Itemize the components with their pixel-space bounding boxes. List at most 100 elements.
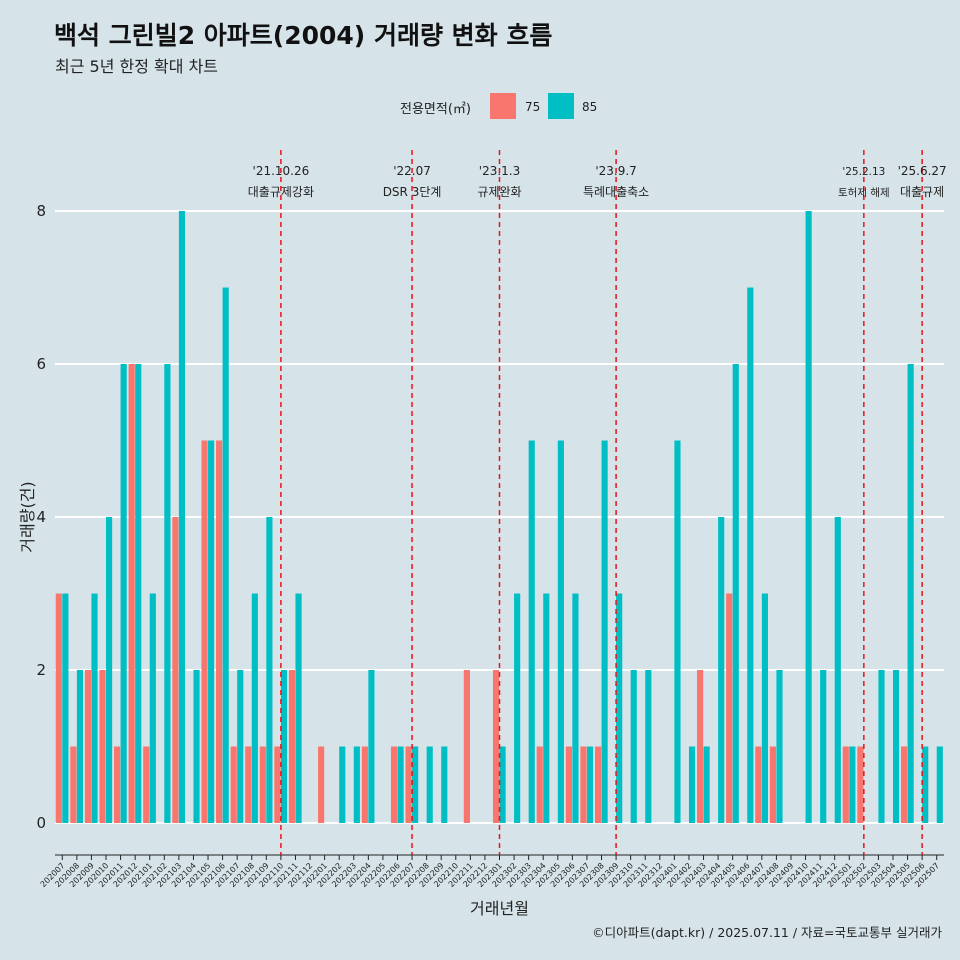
chart-title: 백석 그린빌2 아파트(2004) 거래량 변화 흐름 bbox=[54, 21, 553, 50]
y-tick-label-2: 2 bbox=[36, 661, 46, 679]
bar-75-202201 bbox=[318, 746, 325, 823]
bar-85-202009 bbox=[91, 593, 98, 823]
bar-75-202103 bbox=[172, 517, 179, 823]
bar-75-202110 bbox=[274, 746, 281, 823]
bar-85-202106 bbox=[222, 287, 229, 823]
event-label-202110: 대출규제강화 bbox=[248, 185, 314, 199]
legend-label-85: 85 bbox=[582, 100, 598, 114]
event-date-202301: '23.1.3 bbox=[479, 164, 520, 178]
bar-85-202306 bbox=[572, 593, 579, 823]
bar-75-202101 bbox=[143, 746, 150, 823]
bar-75-202008 bbox=[70, 746, 77, 823]
bar-85-202308 bbox=[601, 440, 608, 823]
bar-75-202010 bbox=[99, 670, 106, 823]
bar-75-202204 bbox=[361, 746, 368, 823]
event-date-202309: '23.9.7 bbox=[595, 164, 636, 178]
bar-85-202410 bbox=[805, 211, 812, 823]
bar-85-202305 bbox=[557, 440, 564, 823]
bar-75-202009 bbox=[84, 670, 92, 823]
x-axis-title: 거래년월 bbox=[470, 899, 529, 918]
y-tick-label-0: 0 bbox=[36, 814, 46, 832]
bar-85-202407 bbox=[761, 593, 768, 823]
bar-85-202111 bbox=[295, 593, 302, 823]
bar-85-202202 bbox=[339, 746, 346, 823]
bar-85-202401 bbox=[674, 440, 681, 823]
chart-subtitle: 최근 5년 한정 확대 차트 bbox=[55, 57, 219, 76]
legend-swatch-75 bbox=[490, 93, 516, 119]
bar-75-202109 bbox=[259, 746, 266, 823]
bar-85-202406 bbox=[747, 287, 754, 823]
bar-75-202111 bbox=[288, 670, 296, 823]
bar-85-202206 bbox=[397, 746, 404, 823]
bar-75-202407 bbox=[755, 746, 762, 823]
bar-75-202011 bbox=[114, 746, 121, 823]
bar-85-202503 bbox=[878, 670, 885, 823]
bar-75-202505 bbox=[901, 746, 908, 823]
bar-85-202105 bbox=[208, 440, 215, 823]
bar-85-202109 bbox=[266, 517, 273, 823]
event-label-202309: 특례대출축소 bbox=[583, 185, 649, 199]
bar-75-202408 bbox=[769, 746, 777, 823]
bar-85-202301 bbox=[499, 746, 506, 823]
bar-75-202308 bbox=[594, 746, 602, 823]
bar-85-202411 bbox=[820, 670, 827, 823]
event-label-202207: DSR 3단계 bbox=[383, 185, 442, 199]
bar-85-202103 bbox=[178, 211, 186, 823]
bar-85-202307 bbox=[586, 746, 594, 823]
bar-85-202208 bbox=[426, 746, 433, 823]
bar-85-202204 bbox=[368, 670, 375, 823]
y-tick-label-4: 4 bbox=[36, 508, 46, 526]
event-label-202301: 규제완화 bbox=[477, 185, 521, 199]
event-date-202506: '25.6.27 bbox=[898, 164, 947, 178]
bar-85-202101 bbox=[149, 593, 156, 823]
bar-85-202303 bbox=[528, 440, 535, 823]
bar-85-202504 bbox=[892, 670, 900, 823]
bar-85-202402 bbox=[688, 746, 696, 823]
event-date-202502: '25.2.13 bbox=[842, 166, 885, 178]
event-label-202502: 토허제 해제 bbox=[838, 186, 890, 199]
bar-75-202307 bbox=[580, 746, 587, 823]
bar-85-202310 bbox=[630, 670, 637, 823]
bar-75-202107 bbox=[230, 746, 237, 823]
bar-75-202206 bbox=[390, 746, 398, 823]
bar-85-202501 bbox=[849, 746, 856, 823]
bar-75-202501 bbox=[842, 746, 849, 823]
legend-title: 전용면적(㎡) bbox=[400, 102, 471, 117]
bar-75-202012 bbox=[128, 364, 135, 823]
legend: 전용면적(㎡) 75 85 bbox=[0, 92, 960, 122]
bar-85-202102 bbox=[164, 364, 171, 823]
legend-label-75: 75 bbox=[525, 100, 541, 114]
bar-85-202302 bbox=[514, 593, 521, 823]
bar-75-202106 bbox=[216, 440, 223, 823]
bar-75-202304 bbox=[536, 746, 543, 823]
bar-85-202405 bbox=[732, 364, 739, 823]
bar-75-202105 bbox=[201, 440, 208, 823]
bar-85-202012 bbox=[135, 364, 142, 823]
bar-75-202108 bbox=[245, 746, 252, 823]
bar-85-202412 bbox=[834, 517, 841, 823]
bar-75-202211 bbox=[463, 670, 470, 823]
bar-85-202011 bbox=[120, 364, 127, 823]
bar-75-202502 bbox=[857, 746, 864, 823]
bar-85-202311 bbox=[645, 670, 652, 823]
bar-85-202304 bbox=[543, 593, 550, 823]
bar-85-202110 bbox=[280, 670, 288, 823]
bar-85-202007 bbox=[62, 593, 69, 823]
bar-75-202306 bbox=[565, 746, 572, 823]
bar-75-202301 bbox=[492, 670, 500, 823]
event-date-202207: '22.07 bbox=[393, 164, 431, 178]
event-date-202110: '21.10.26 bbox=[253, 164, 310, 178]
bar-85-202507 bbox=[936, 746, 943, 823]
legend-swatch-85 bbox=[548, 93, 574, 119]
event-label-202506: 대출규제 bbox=[900, 185, 944, 199]
y-tick-label-8: 8 bbox=[36, 202, 46, 220]
bar-85-202506 bbox=[922, 746, 929, 823]
bar-85-202403 bbox=[703, 746, 710, 823]
y-tick-label-6: 6 bbox=[36, 355, 46, 373]
bar-85-202309 bbox=[616, 593, 623, 823]
bar-75-202007 bbox=[55, 593, 62, 823]
source-caption: ©디아파트(dapt.kr) / 2025.07.11 / 자료=국토교통부 실… bbox=[592, 925, 942, 940]
bar-85-202203 bbox=[353, 746, 360, 823]
bar-85-202404 bbox=[718, 517, 725, 823]
